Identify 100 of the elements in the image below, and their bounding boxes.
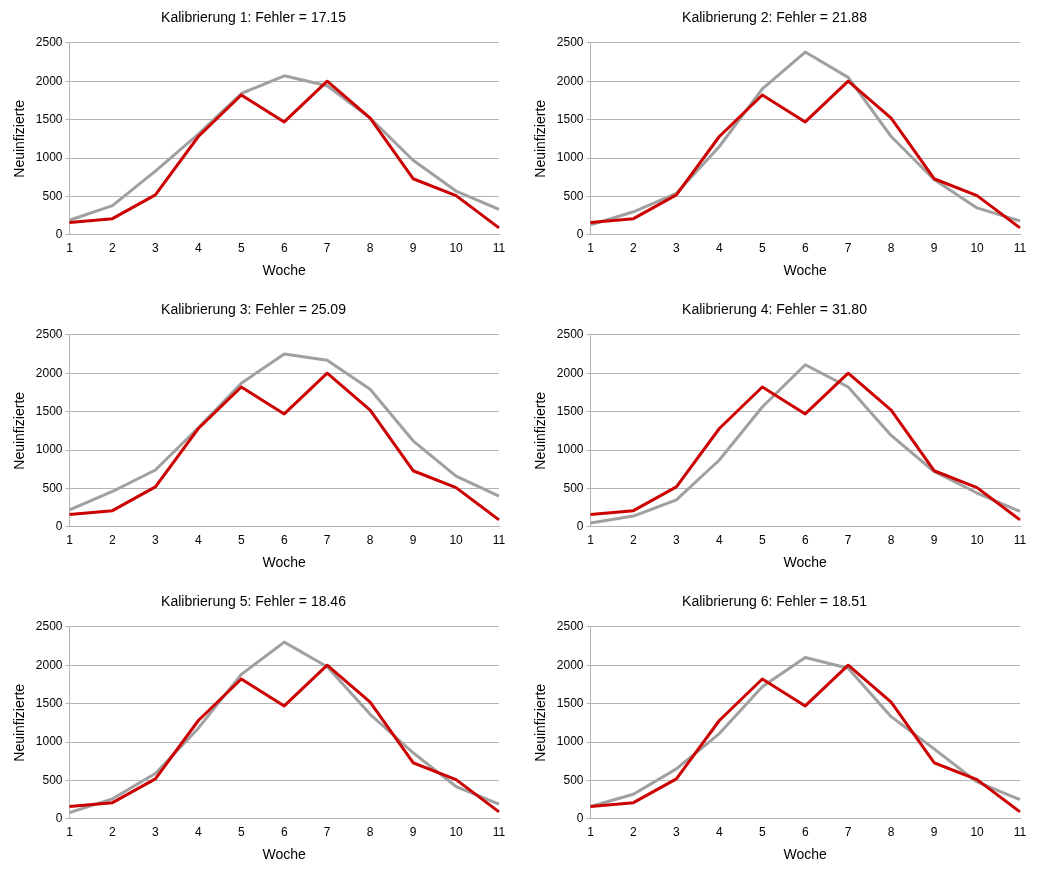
y-tick-label: 1500 xyxy=(556,695,584,710)
x-tick-label: 10 xyxy=(970,533,985,548)
x-tick-label: 3 xyxy=(152,241,160,256)
x-tick-label: 7 xyxy=(323,533,331,548)
x-tick-label: 11 xyxy=(492,241,506,256)
chart-title: Kalibrierung 6: Fehler = 18.51 xyxy=(682,593,868,610)
x-tick-label: 5 xyxy=(758,533,766,548)
x-tick-label: 6 xyxy=(801,825,809,840)
y-tick-label: 1000 xyxy=(556,734,584,749)
x-tick-label: 9 xyxy=(409,825,417,840)
x-tick-label: 7 xyxy=(844,825,852,840)
y-tick-label: 1000 xyxy=(35,734,63,749)
x-tick-label: 4 xyxy=(716,533,723,548)
x-tick-label: 8 xyxy=(366,241,374,256)
y-tick-label: 1000 xyxy=(35,150,63,165)
x-tick-label: 6 xyxy=(801,241,809,256)
x-tick-label: 5 xyxy=(758,241,766,256)
x-tick-label: 8 xyxy=(887,241,895,256)
x-tick-label: 5 xyxy=(758,825,766,840)
y-axis-title: Neuinfizierte xyxy=(11,391,28,470)
x-tick-label: 7 xyxy=(323,241,331,256)
x-tick-label: 10 xyxy=(449,825,464,840)
x-tick-label: 4 xyxy=(195,533,202,548)
x-tick-label: 11 xyxy=(1013,241,1027,256)
x-tick-label: 6 xyxy=(280,241,288,256)
x-tick-label: 11 xyxy=(492,825,506,840)
x-tick-label: 4 xyxy=(716,241,723,256)
x-tick-label: 2 xyxy=(109,825,117,840)
x-tick-label: 5 xyxy=(237,825,245,840)
y-tick-label: 1000 xyxy=(35,442,63,457)
y-tick-label: 500 xyxy=(42,188,63,203)
x-tick-label: 3 xyxy=(152,825,160,840)
y-tick-label: 2000 xyxy=(35,365,63,380)
x-tick-label: 9 xyxy=(930,825,938,840)
x-tick-label: 8 xyxy=(887,825,895,840)
y-tick-label: 500 xyxy=(563,480,584,495)
x-tick-label: 6 xyxy=(280,533,288,548)
x-tick-label: 4 xyxy=(195,825,202,840)
x-tick-label: 10 xyxy=(449,533,464,548)
y-axis-title: Neuinfizierte xyxy=(532,99,549,178)
x-axis-title: Woche xyxy=(783,262,828,279)
y-axis-title: Neuinfizierte xyxy=(532,683,549,762)
x-tick-label: 10 xyxy=(449,241,464,256)
chart-title: Kalibrierung 4: Fehler = 31.80 xyxy=(682,301,868,318)
x-tick-label: 1 xyxy=(66,533,74,548)
x-tick-label: 3 xyxy=(673,241,681,256)
x-tick-label: 1 xyxy=(587,825,595,840)
y-tick-label: 1500 xyxy=(35,403,63,418)
x-tick-label: 1 xyxy=(587,533,595,548)
y-tick-label: 2500 xyxy=(556,619,584,634)
x-tick-label: 6 xyxy=(801,533,809,548)
y-tick-label: 500 xyxy=(42,772,63,787)
x-tick-label: 2 xyxy=(630,533,638,548)
x-tick-label: 4 xyxy=(195,241,202,256)
y-tick-label: 0 xyxy=(576,227,584,242)
x-tick-label: 3 xyxy=(673,533,681,548)
x-axis-title: Woche xyxy=(262,262,307,279)
x-tick-label: 11 xyxy=(1013,825,1027,840)
x-tick-label: 9 xyxy=(930,241,938,256)
chart-title: Kalibrierung 3: Fehler = 25.09 xyxy=(161,301,347,318)
y-axis-title: Neuinfizierte xyxy=(532,391,549,470)
y-tick-label: 500 xyxy=(563,772,584,787)
x-tick-label: 7 xyxy=(844,533,852,548)
x-tick-label: 2 xyxy=(109,533,117,548)
x-tick-label: 6 xyxy=(280,825,288,840)
x-tick-label: 8 xyxy=(366,533,374,548)
y-tick-label: 2500 xyxy=(35,327,63,342)
y-tick-label: 2000 xyxy=(556,657,584,672)
y-tick-label: 0 xyxy=(55,519,63,534)
chart-title: Kalibrierung 5: Fehler = 18.46 xyxy=(161,593,347,610)
x-tick-label: 11 xyxy=(1013,533,1027,548)
x-tick-label: 11 xyxy=(492,533,506,548)
x-tick-label: 8 xyxy=(887,533,895,548)
x-tick-label: 1 xyxy=(66,241,74,256)
x-tick-label: 1 xyxy=(66,825,74,840)
y-tick-label: 2500 xyxy=(556,327,584,342)
y-tick-label: 0 xyxy=(576,811,584,826)
y-tick-label: 2000 xyxy=(35,657,63,672)
x-tick-label: 5 xyxy=(237,241,245,256)
x-tick-label: 1 xyxy=(587,241,595,256)
chart-title: Kalibrierung 1: Fehler = 17.15 xyxy=(161,9,347,26)
y-tick-label: 500 xyxy=(563,188,584,203)
y-tick-label: 1500 xyxy=(35,111,63,126)
x-tick-label: 9 xyxy=(409,533,417,548)
x-tick-label: 2 xyxy=(630,241,638,256)
x-tick-label: 5 xyxy=(237,533,245,548)
chart-title: Kalibrierung 2: Fehler = 21.88 xyxy=(682,9,868,26)
y-tick-label: 1500 xyxy=(35,695,63,710)
x-tick-label: 10 xyxy=(970,241,985,256)
y-axis-title: Neuinfizierte xyxy=(11,99,28,178)
x-axis-title: Woche xyxy=(262,554,307,571)
y-tick-label: 2500 xyxy=(35,619,63,634)
x-tick-label: 2 xyxy=(630,825,638,840)
x-tick-label: 9 xyxy=(409,241,417,256)
x-axis-title: Woche xyxy=(783,846,828,863)
x-tick-label: 3 xyxy=(673,825,681,840)
y-tick-label: 1000 xyxy=(556,442,584,457)
x-tick-label: 8 xyxy=(366,825,374,840)
y-tick-label: 500 xyxy=(42,480,63,495)
y-tick-label: 0 xyxy=(576,519,584,534)
